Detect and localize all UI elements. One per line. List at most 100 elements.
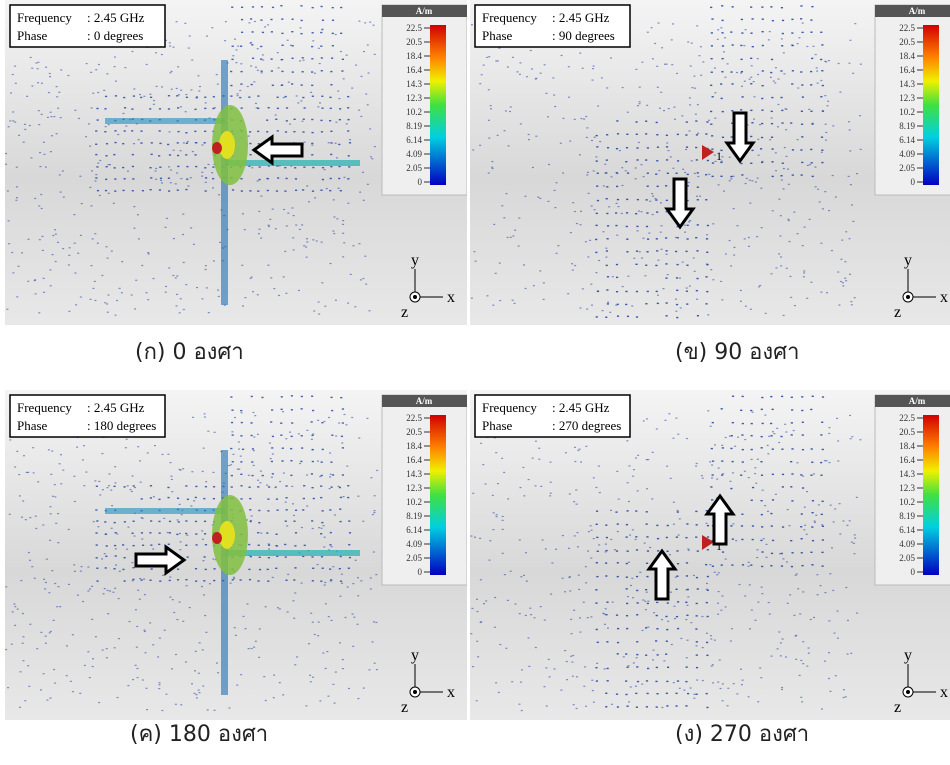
- field-dot: [717, 602, 720, 604]
- field-dot: [744, 438, 747, 441]
- field-dot: [501, 519, 504, 521]
- field-dot: [355, 64, 358, 66]
- field-dot: [687, 596, 690, 598]
- field-dot: [504, 110, 507, 112]
- field-dot: [260, 72, 263, 74]
- field-dot: [852, 220, 855, 223]
- field-dot: [239, 455, 242, 457]
- field-dot: [710, 110, 713, 113]
- field-dot: [606, 601, 609, 603]
- field-dot: [592, 701, 595, 703]
- field-dot: [40, 113, 43, 115]
- field-dot: [731, 472, 734, 474]
- colorbar-tick-label: 16.4: [899, 455, 915, 465]
- field-dot: [141, 189, 145, 192]
- field-dot: [291, 485, 294, 488]
- field-dot: [158, 189, 162, 191]
- field-dot: [730, 265, 733, 267]
- field-dot: [750, 434, 753, 437]
- field-dot: [813, 616, 816, 619]
- field-dot: [276, 96, 279, 98]
- frequency-label: Frequency: [482, 400, 537, 415]
- field-dot: [104, 126, 107, 128]
- field-dot: [270, 18, 273, 21]
- field-dot: [150, 544, 153, 546]
- field-dot: [186, 165, 189, 168]
- field-dot: [636, 198, 639, 201]
- field-dot: [783, 73, 786, 75]
- field-dot: [731, 460, 734, 463]
- field-dot: [104, 302, 107, 304]
- field-dot: [15, 166, 18, 168]
- field-dot: [351, 416, 354, 419]
- field-dot: [710, 447, 713, 450]
- field-dot: [39, 151, 42, 154]
- colorbar-tick-label: 22.5: [406, 413, 422, 423]
- field-dot: [113, 56, 116, 58]
- field-dot: [257, 233, 260, 235]
- field-dot: [341, 58, 344, 61]
- field-dot: [659, 231, 662, 233]
- field-dot: [89, 186, 92, 189]
- field-dot: [487, 172, 490, 174]
- field-dot: [770, 136, 774, 138]
- field-dot: [710, 638, 713, 640]
- field-dot: [340, 582, 343, 584]
- field-dot: [809, 618, 812, 621]
- field-dot: [646, 575, 649, 578]
- field-dot: [791, 83, 794, 85]
- field-dot: [666, 142, 669, 144]
- field-dot: [645, 120, 648, 122]
- field-dot: [163, 517, 166, 520]
- field-dot: [53, 668, 56, 671]
- field-dot: [687, 181, 690, 184]
- field-dot: [724, 37, 727, 39]
- field-dot: [77, 252, 80, 254]
- field-dot: [73, 213, 76, 216]
- colorbar-tick-label: 20.5: [406, 37, 422, 47]
- field-dot: [531, 457, 534, 459]
- field-dot: [248, 578, 252, 581]
- field-dot: [309, 681, 312, 683]
- field-dot: [793, 304, 796, 307]
- axis-y: y: [411, 647, 419, 664]
- field-dot: [317, 301, 320, 303]
- field-dot: [203, 520, 207, 523]
- field-dot: [798, 674, 801, 677]
- field-dot: [176, 497, 180, 499]
- field-dot: [605, 316, 608, 318]
- field-dot: [300, 395, 303, 398]
- field-dot: [625, 225, 628, 228]
- field-dot: [761, 31, 764, 33]
- field-dot: [161, 86, 164, 88]
- field-dot: [375, 573, 378, 576]
- field-dot: [656, 550, 660, 552]
- field-dot: [642, 599, 645, 601]
- field-dot: [195, 165, 198, 168]
- field-dot: [16, 296, 19, 298]
- field-dot: [97, 91, 100, 94]
- field-dot: [15, 199, 18, 201]
- field-dot: [167, 95, 171, 97]
- field-dot: [589, 239, 592, 241]
- field-dot: [67, 74, 70, 77]
- field-dot: [595, 523, 598, 526]
- field-dot: [39, 689, 42, 691]
- field-dot: [522, 466, 525, 469]
- field-dot: [492, 512, 495, 514]
- field-dot: [253, 20, 256, 23]
- field-dot: [794, 574, 797, 576]
- field-dot: [134, 486, 137, 489]
- field-dot: [590, 283, 593, 285]
- field-dot: [54, 233, 57, 235]
- field-dot: [479, 621, 482, 624]
- field-dot: [790, 122, 793, 124]
- field-dot: [606, 212, 609, 215]
- field-dot: [786, 602, 789, 604]
- field-dot: [96, 242, 99, 244]
- field-dot: [689, 687, 692, 689]
- field-dot: [803, 529, 806, 531]
- colorbar-tick-label: 14.3: [406, 469, 422, 479]
- field-dot: [254, 640, 257, 642]
- field-dot: [77, 117, 80, 120]
